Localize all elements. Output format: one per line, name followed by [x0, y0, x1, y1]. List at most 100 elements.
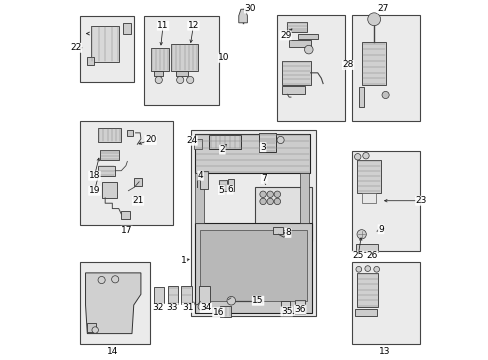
- Bar: [355, 244, 377, 252]
- Circle shape: [92, 327, 98, 333]
- Bar: [200, 171, 207, 189]
- Text: 23: 23: [415, 196, 426, 205]
- Bar: [362, 42, 385, 85]
- Bar: [208, 135, 241, 149]
- Circle shape: [356, 230, 366, 239]
- Circle shape: [373, 266, 379, 272]
- Bar: [91, 26, 119, 62]
- Bar: [181, 287, 191, 303]
- Text: 35: 35: [280, 307, 292, 316]
- Text: 3: 3: [260, 143, 265, 152]
- Text: 27: 27: [377, 4, 388, 13]
- Bar: [86, 57, 94, 64]
- Circle shape: [186, 76, 193, 84]
- Text: 32: 32: [152, 303, 163, 312]
- Circle shape: [304, 45, 312, 54]
- Circle shape: [155, 76, 162, 84]
- Text: 16: 16: [212, 308, 224, 317]
- Text: 15: 15: [252, 296, 264, 305]
- Bar: [195, 134, 309, 173]
- Bar: [351, 262, 419, 344]
- Bar: [80, 262, 149, 344]
- Text: 30: 30: [244, 4, 255, 13]
- Bar: [98, 166, 115, 176]
- Bar: [298, 33, 317, 39]
- Text: 4: 4: [197, 171, 203, 180]
- Text: 13: 13: [378, 347, 389, 356]
- Bar: [171, 44, 198, 71]
- Text: 20: 20: [144, 135, 156, 144]
- Bar: [351, 15, 419, 121]
- Text: 1: 1: [181, 256, 186, 265]
- Text: 19: 19: [88, 186, 100, 195]
- Bar: [126, 130, 133, 136]
- Text: 7: 7: [261, 175, 266, 184]
- Bar: [190, 130, 315, 316]
- Bar: [80, 16, 134, 82]
- Bar: [195, 173, 203, 223]
- Text: 22: 22: [70, 43, 81, 52]
- Bar: [294, 300, 305, 314]
- Text: 10: 10: [218, 53, 229, 62]
- Text: 8: 8: [285, 228, 290, 237]
- Bar: [361, 193, 375, 203]
- Text: 21: 21: [132, 196, 143, 205]
- Text: 17: 17: [121, 226, 132, 235]
- Text: 11: 11: [157, 21, 168, 30]
- Text: 18: 18: [88, 171, 100, 180]
- Text: 28: 28: [342, 60, 353, 69]
- Circle shape: [354, 154, 360, 160]
- Polygon shape: [238, 9, 247, 23]
- Bar: [200, 230, 306, 301]
- Bar: [123, 23, 131, 33]
- Bar: [255, 187, 312, 241]
- Polygon shape: [85, 273, 141, 334]
- Polygon shape: [281, 301, 290, 311]
- Bar: [144, 16, 219, 105]
- Bar: [98, 128, 121, 142]
- Circle shape: [381, 91, 388, 99]
- Text: 33: 33: [166, 303, 178, 312]
- Bar: [86, 323, 95, 332]
- Circle shape: [226, 296, 235, 305]
- Circle shape: [176, 76, 183, 84]
- Text: 25: 25: [352, 251, 363, 260]
- Bar: [151, 48, 168, 71]
- Bar: [228, 179, 233, 191]
- Text: 14: 14: [106, 347, 118, 356]
- Bar: [220, 306, 230, 317]
- Circle shape: [364, 266, 370, 271]
- Circle shape: [98, 276, 105, 284]
- Bar: [282, 86, 305, 94]
- Bar: [176, 71, 188, 76]
- Text: 9: 9: [377, 225, 383, 234]
- Bar: [272, 227, 283, 234]
- Text: 6: 6: [227, 185, 233, 194]
- Text: 12: 12: [187, 21, 199, 30]
- Bar: [154, 71, 163, 76]
- Circle shape: [276, 136, 284, 144]
- Bar: [199, 287, 210, 302]
- Bar: [218, 180, 226, 191]
- Bar: [356, 160, 381, 193]
- Text: 26: 26: [366, 251, 377, 260]
- Bar: [195, 223, 312, 313]
- Circle shape: [198, 303, 205, 310]
- Circle shape: [274, 191, 280, 198]
- Bar: [102, 182, 116, 198]
- Bar: [80, 121, 173, 225]
- Text: 36: 36: [294, 305, 305, 314]
- Text: 5: 5: [218, 185, 224, 194]
- Bar: [356, 273, 378, 307]
- Circle shape: [259, 191, 266, 198]
- Circle shape: [367, 13, 380, 26]
- Text: 2: 2: [219, 145, 224, 154]
- Text: 34: 34: [200, 303, 211, 312]
- Text: 31: 31: [182, 303, 193, 312]
- Circle shape: [259, 198, 266, 204]
- Circle shape: [355, 266, 361, 272]
- Bar: [358, 87, 364, 107]
- Text: 24: 24: [185, 136, 197, 145]
- Circle shape: [362, 153, 368, 159]
- Bar: [100, 150, 119, 159]
